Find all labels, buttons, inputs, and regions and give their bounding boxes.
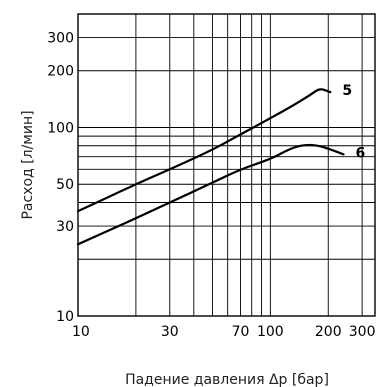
plot-frame (77, 13, 376, 317)
series-5-line (76, 88, 332, 213)
x-tick-label: 10 (72, 324, 90, 340)
x-tick-label: 200 (315, 324, 342, 340)
curves (76, 88, 345, 246)
y-tick-label: 100 (47, 120, 74, 136)
y-tick-label: 30 (56, 219, 74, 235)
grid (78, 14, 375, 316)
y-tick-label: 300 (47, 31, 74, 47)
series-6-line (76, 143, 345, 246)
y-tick-label: 10 (56, 309, 74, 325)
series-6-label: 6 (355, 145, 365, 161)
x-tick-label: 100 (257, 324, 284, 340)
series-5-label: 5 (342, 83, 352, 99)
tick-labels: 10 30 70 100 200 300 10 30 50 100 200 300 (47, 31, 375, 340)
series-labels: 56 (342, 83, 365, 161)
x-axis-label: Падение давления Δp [бар] (125, 372, 329, 387)
y-axis-label: Расход [л/мин] (20, 110, 36, 219)
y-tick-label: 200 (47, 64, 74, 80)
x-tick-label: 70 (232, 324, 250, 340)
x-tick-label: 300 (349, 324, 376, 340)
x-tick-label: 30 (161, 324, 179, 340)
y-tick-label: 50 (56, 177, 74, 193)
